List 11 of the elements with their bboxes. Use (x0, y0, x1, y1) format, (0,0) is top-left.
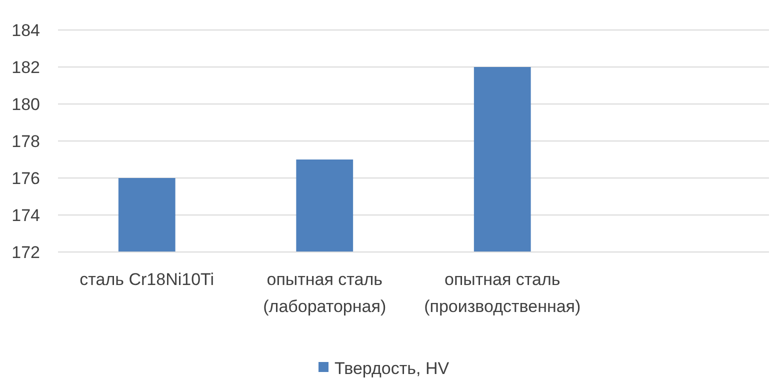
x-tick-label: опытная сталь (лабораторная) (263, 270, 386, 316)
y-tick-label: 184 (12, 20, 40, 40)
y-tick-label: 172 (12, 242, 40, 262)
y-tick-label: 180 (12, 94, 40, 114)
y-tick-label: 174 (12, 206, 40, 225)
y-tick-label: 182 (12, 58, 40, 77)
x-tick-label: опытная сталь (производственная) (424, 270, 581, 316)
x-tick-label: сталь Cr18Ni10Ti (80, 270, 214, 289)
y-tick-label: 176 (12, 168, 40, 188)
y-tick-label: 178 (12, 132, 40, 151)
legend-label: Твердость, HV (334, 358, 450, 378)
